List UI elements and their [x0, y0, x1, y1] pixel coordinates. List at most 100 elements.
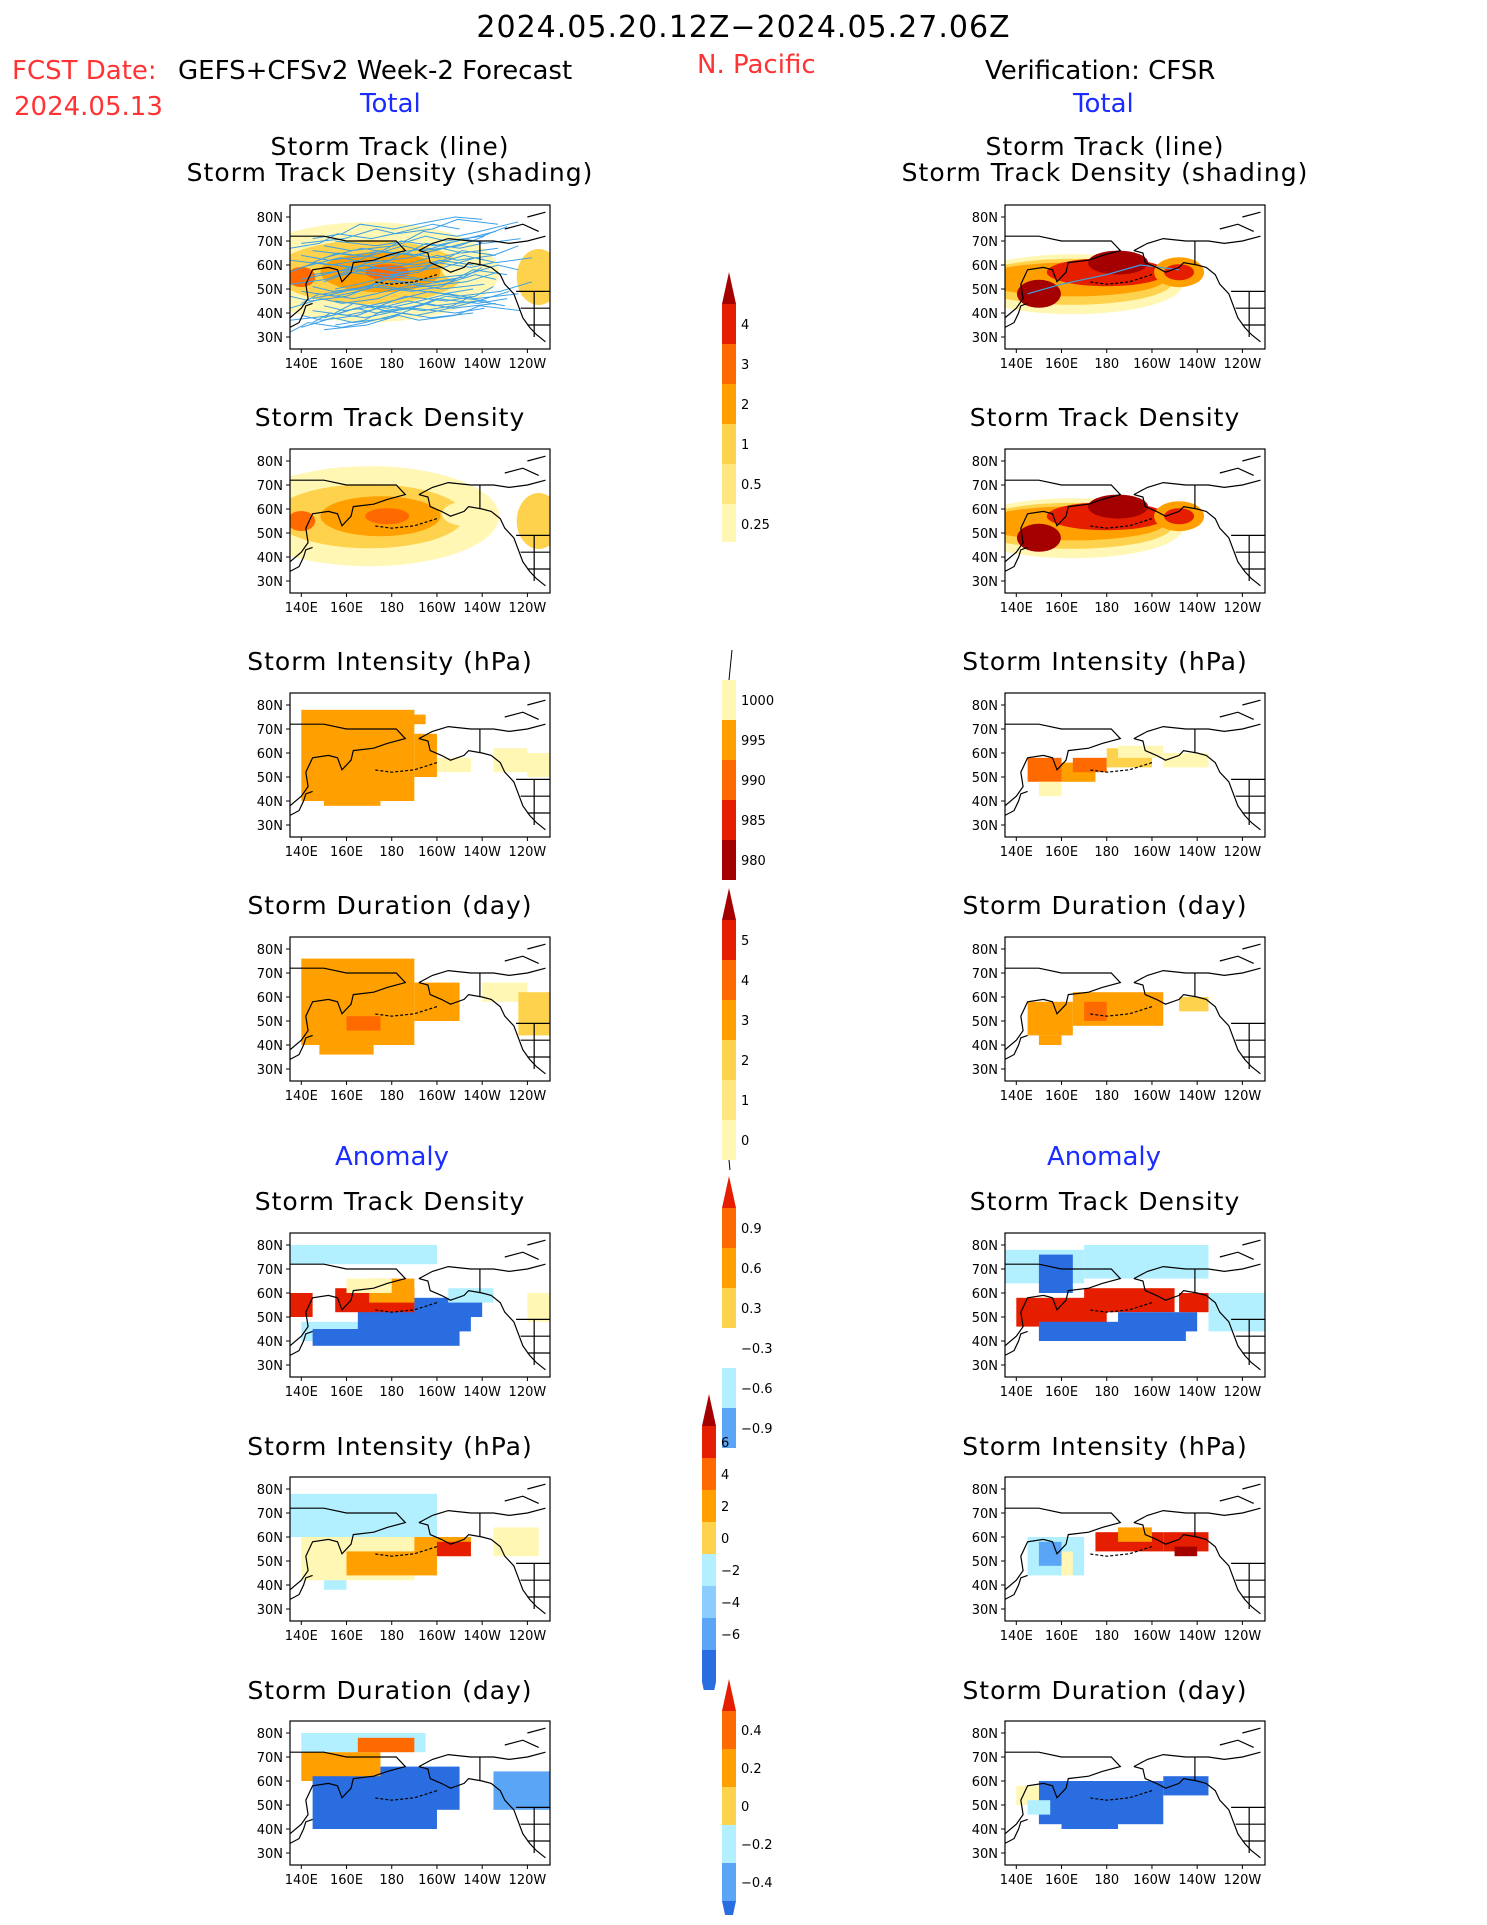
shading-contour: [290, 511, 316, 531]
storm-track-line: [312, 242, 483, 264]
title-density-left: Storm Track Density: [254, 403, 526, 432]
lat-tick-label: 70N: [972, 723, 998, 738]
grid-cell: [301, 709, 415, 801]
lat-tick-label: 60N: [972, 259, 998, 274]
grid-cell: [323, 796, 381, 806]
lon-tick-label: 180: [1094, 845, 1119, 860]
lat-tick-label: 50N: [257, 1799, 283, 1814]
colorbar-swatch: [722, 720, 736, 760]
lon-tick-label: 120W: [1224, 1629, 1262, 1644]
colorbar-label: −0.4: [741, 1876, 773, 1891]
lon-tick-label: 120W: [509, 845, 547, 860]
storm-track-line: [290, 252, 460, 273]
title-duration-anom-left: Storm Duration (day): [247, 1676, 533, 1705]
lon-tick-label: 140E: [1000, 357, 1033, 372]
grid-cell: [448, 1288, 494, 1303]
lat-tick-label: 70N: [257, 1751, 283, 1766]
grid-cell: [357, 1737, 415, 1753]
colorbar-label: 2: [721, 1500, 729, 1515]
colorbar-swatch: [722, 1288, 736, 1328]
colorbar-label: 3: [741, 358, 749, 373]
colorbar-swatch: [722, 840, 736, 880]
colorbar-swatch: [722, 424, 736, 464]
colorbar-swatch: [702, 1490, 716, 1522]
title-density-anom-left: Storm Track Density: [254, 1187, 526, 1216]
lon-tick-label: 180: [379, 601, 404, 616]
coastline: [1005, 1483, 1265, 1615]
lon-tick-label: 160W: [1133, 357, 1171, 372]
lat-tick-label: 50N: [257, 1311, 283, 1326]
coastline: [290, 1483, 550, 1615]
colorbar-swatch: [722, 1787, 736, 1825]
storm-track-line: [301, 295, 472, 321]
lon-tick-label: 160W: [1133, 1629, 1171, 1644]
storm-track-line: [335, 300, 505, 326]
lon-tick-label: 180: [1094, 1629, 1119, 1644]
colorbar-arrow: [702, 1682, 716, 1690]
colorbar-swatch: [722, 1368, 736, 1408]
section-anomaly-left: Anomaly: [335, 1142, 450, 1172]
lat-tick-label: 50N: [257, 1555, 283, 1570]
grid-cell: [414, 733, 437, 777]
storm-track-line: [290, 312, 474, 333]
colorbar-arrow: [722, 1679, 736, 1711]
lon-tick-label: 140W: [1178, 845, 1216, 860]
fcst-date-label: FCST Date:: [12, 56, 157, 86]
lat-tick-label: 60N: [972, 991, 998, 1006]
lat-tick-label: 60N: [257, 1531, 283, 1546]
grid-cell: [1072, 757, 1107, 773]
lon-tick-label: 160W: [1133, 601, 1171, 616]
grid-cell: [436, 757, 471, 773]
storm-track-line: [312, 302, 496, 324]
lat-tick-label: 60N: [257, 1775, 283, 1790]
colorbar-label: 985: [741, 814, 766, 829]
colorbar-swatch: [722, 384, 736, 424]
map-density-anom-forecast: 140E 160E 180 160W 140W 120W 80N 70N 60N 50N 40N 30…: [257, 1232, 551, 1400]
lon-tick-label: 140E: [1000, 1089, 1033, 1104]
lon-tick-label: 120W: [1224, 1873, 1262, 1888]
section-anomaly-right: Anomaly: [1047, 1142, 1162, 1172]
lon-tick-label: 120W: [509, 1089, 547, 1104]
grid-cell: [1118, 1527, 1152, 1542]
colorbar-swatch: [702, 1618, 716, 1650]
lat-tick-label: 50N: [972, 283, 998, 298]
colorbar-label: 1: [741, 1094, 749, 1109]
colorbar-swatch: [722, 1863, 736, 1901]
colorbar-swatch: [722, 464, 736, 504]
map-frame: [289, 692, 551, 838]
lat-tick-label: 30N: [257, 1359, 283, 1374]
lat-tick-label: 60N: [972, 1775, 998, 1790]
storm-track-line: [323, 305, 521, 331]
lon-tick-label: 120W: [1224, 601, 1262, 616]
lon-tick-label: 180: [379, 357, 404, 372]
lat-tick-label: 30N: [972, 1603, 998, 1618]
lon-tick-label: 140W: [1178, 1629, 1216, 1644]
lon-tick-label: 140W: [1178, 357, 1216, 372]
map-duration-cfsr: 140E 160E 180 160W 140W 120W 80N 70N 60N 50N 40N 30…: [972, 936, 1266, 1104]
grid-cell: [1084, 1001, 1107, 1021]
map-frame: [289, 1476, 551, 1622]
colorbar-arrow: [722, 888, 736, 920]
colorbar-label: 0.4: [741, 1724, 762, 1739]
grid-cell: [493, 748, 528, 773]
colorbar-label: 0.2: [741, 1762, 762, 1777]
lat-tick-label: 30N: [972, 1359, 998, 1374]
lat-tick-label: 40N: [972, 1039, 998, 1054]
lat-tick-label: 80N: [972, 455, 998, 470]
lon-tick-label: 140E: [1000, 1385, 1033, 1400]
coastline: [1005, 943, 1265, 1075]
title-intensity-right: Storm Intensity (hPa): [962, 647, 1248, 676]
lat-tick-label: 30N: [972, 1847, 998, 1862]
lon-tick-label: 140E: [285, 1089, 318, 1104]
lon-tick-label: 160E: [1045, 1385, 1078, 1400]
grid-cell: [493, 1771, 550, 1810]
grid-cell: [1061, 1819, 1119, 1829]
lat-tick-label: 30N: [257, 575, 283, 590]
map-density-forecast: 140E 160E 180 160W 140W 120W 80N 70N 60N 50N 40N 30…: [257, 448, 551, 616]
lat-tick-label: 40N: [972, 1335, 998, 1350]
lat-tick-label: 60N: [257, 1287, 283, 1302]
colorbar-density-total: 4 3 2 1 0.5 0.25: [722, 272, 770, 542]
colorbar-label: 1: [741, 438, 749, 453]
lat-tick-label: 60N: [257, 991, 283, 1006]
lat-tick-label: 50N: [972, 1799, 998, 1814]
